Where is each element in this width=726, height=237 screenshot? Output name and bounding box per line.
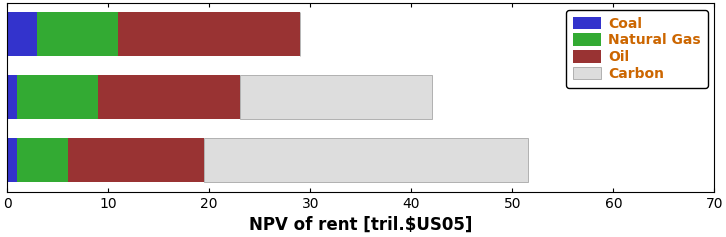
X-axis label: NPV of rent [tril.$US05]: NPV of rent [tril.$US05] [249, 216, 473, 234]
Bar [98, 75, 240, 119]
Bar [7, 75, 17, 119]
Bar [118, 12, 300, 56]
Bar [7, 138, 17, 182]
Bar [240, 75, 431, 119]
Bar [17, 138, 68, 182]
Legend: Coal, Natural Gas, Oil, Carbon: Coal, Natural Gas, Oil, Carbon [566, 10, 708, 88]
Bar [7, 12, 38, 56]
Bar [38, 12, 118, 56]
Bar [204, 138, 528, 182]
Bar [68, 138, 204, 182]
Bar [17, 75, 98, 119]
